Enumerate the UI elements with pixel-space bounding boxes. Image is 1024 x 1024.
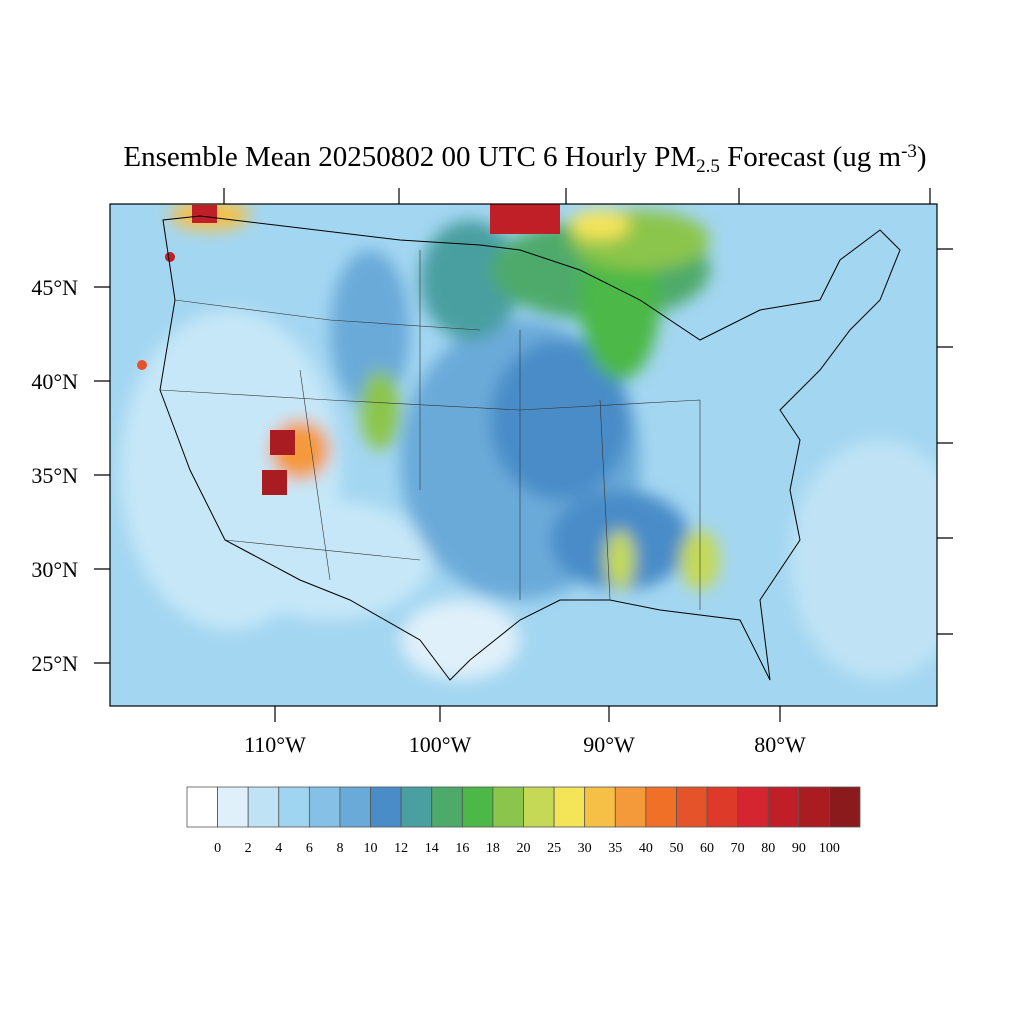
lat-label: 35°N — [31, 463, 78, 488]
title-end: ) — [917, 141, 927, 173]
lat-label: 40°N — [31, 369, 78, 394]
colorbar-label: 0 — [214, 841, 221, 856]
colorbar-label: 100 — [819, 841, 840, 856]
colorbar-box — [676, 786, 708, 828]
colorbar: 0 2 4 6 8 10 12 14 16 18 20 25 30 35 40 50 60 70 80 90 100 — [186, 786, 861, 856]
colorbar-label: 80 — [761, 841, 775, 856]
colorbar-box — [217, 786, 249, 828]
colorbar-label: 90 — [792, 841, 806, 856]
colorbar-label: 35 — [608, 841, 622, 856]
colorbar-label: 12 — [394, 841, 408, 856]
colorbar-box — [829, 786, 861, 828]
colorbar-box — [614, 786, 647, 828]
colorbar-box — [247, 786, 280, 828]
colorbar-label: 30 — [578, 841, 592, 856]
title-sup: -3 — [901, 141, 917, 162]
colorbar-label: 25 — [547, 841, 561, 856]
plot-frame — [109, 203, 938, 707]
colorbar-box — [492, 786, 524, 828]
map — [110, 204, 937, 706]
colorbar-box — [400, 786, 433, 828]
colorbar-label: 10 — [364, 841, 378, 856]
colorbar-box — [370, 786, 402, 828]
colorbar-box — [308, 786, 341, 828]
colorbar-label: 2 — [245, 841, 252, 856]
title-sub: 2.5 — [696, 156, 720, 177]
colorbar-box — [553, 786, 586, 828]
colorbar-label: 70 — [731, 841, 745, 856]
colorbar-label: 16 — [455, 841, 469, 856]
colorbar-box — [798, 786, 830, 828]
title-rest: Forecast (ug m — [720, 141, 902, 173]
lat-label: 30°N — [31, 557, 78, 582]
colorbar-box — [645, 786, 677, 828]
colorbar-box — [737, 786, 769, 828]
title: Ensemble Mean 20250802 00 UTC 6 Hourly P… — [123, 141, 926, 177]
colorbar-label: 40 — [639, 841, 653, 856]
colorbar-label: 6 — [306, 841, 313, 856]
colorbar-box — [339, 786, 371, 828]
axis-labels: 45°N 40°N 35°N 30°N 25°N 110°W 100°W 90°W 80°W — [31, 275, 806, 757]
colorbar-label: 20 — [517, 841, 531, 856]
lon-label: 80°W — [754, 732, 806, 757]
colorbar-box — [461, 786, 494, 828]
lat-label: 45°N — [31, 275, 78, 300]
colorbar-label: 8 — [336, 841, 343, 856]
lat-label: 25°N — [31, 651, 78, 676]
colorbar-box — [523, 786, 555, 828]
lon-label: 90°W — [583, 732, 635, 757]
lon-label: 100°W — [409, 732, 472, 757]
colorbar-box — [186, 786, 218, 828]
frame-ticks — [94, 188, 953, 722]
colorbar-box — [278, 786, 310, 828]
colorbar-label: 4 — [275, 841, 282, 856]
colorbar-label: 60 — [700, 841, 714, 856]
colorbar-box — [584, 786, 616, 828]
colorbar-box — [767, 786, 800, 828]
lon-label: 110°W — [244, 732, 306, 757]
title-main: Ensemble Mean 20250802 00 UTC 6 Hourly P… — [123, 141, 696, 173]
colorbar-label: 50 — [669, 841, 683, 856]
colorbar-label: 18 — [486, 841, 500, 856]
colorbar-label: 14 — [425, 841, 439, 856]
colorbar-box — [706, 786, 739, 828]
colorbar-box — [431, 786, 463, 828]
